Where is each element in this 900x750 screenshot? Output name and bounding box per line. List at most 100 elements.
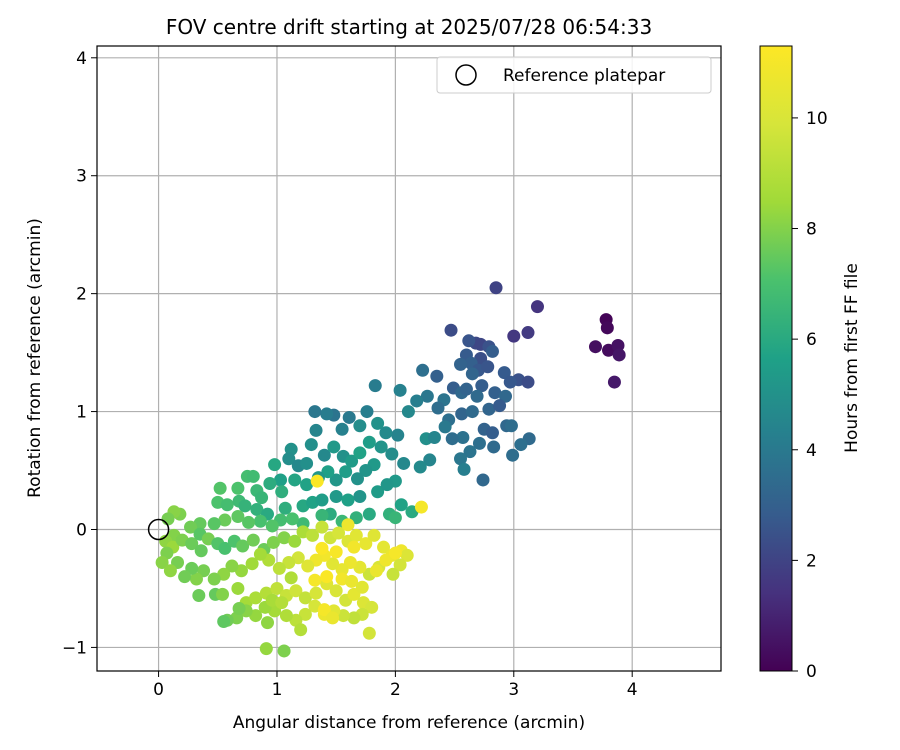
- scatter-point: [607, 375, 621, 389]
- scatter-point: [393, 383, 407, 397]
- scatter-point: [371, 485, 385, 499]
- scatter-point: [472, 436, 486, 450]
- scatter-point: [315, 508, 329, 522]
- scatter-point: [341, 518, 355, 532]
- scatter-point: [242, 515, 256, 529]
- colorbar-ticks: 0 2 4 6 8 10: [792, 109, 828, 682]
- scatter-point: [349, 528, 363, 542]
- legend: Reference platepar: [436, 56, 712, 94]
- scatter-point: [393, 558, 407, 572]
- scatter-point: [353, 419, 367, 433]
- scatter-point: [218, 541, 232, 555]
- y-tick-label: 4: [76, 49, 87, 69]
- scatter-point: [600, 321, 614, 335]
- scatter-point: [362, 626, 376, 640]
- scatter-point: [335, 563, 349, 577]
- scatter-point: [294, 623, 308, 637]
- scatter-point: [266, 535, 280, 549]
- scatter-point: [246, 469, 260, 483]
- scatter-point: [365, 600, 379, 614]
- scatter-point: [272, 561, 286, 575]
- scatter-point: [329, 545, 343, 559]
- scatter-point: [445, 432, 459, 446]
- scatter-point: [485, 426, 499, 440]
- scatter-point: [275, 485, 289, 499]
- y-tick-label: 2: [76, 285, 87, 305]
- scatter-point: [207, 572, 221, 586]
- scatter-point: [326, 611, 340, 625]
- colorbar-tick-label: 2: [806, 551, 817, 571]
- scatter-point: [611, 339, 625, 353]
- scatter-point: [309, 586, 323, 600]
- x-tick-label: 4: [627, 680, 638, 700]
- colorbar-tick-label: 4: [806, 441, 817, 461]
- scatter-point: [499, 389, 513, 403]
- scatter-point: [178, 570, 192, 584]
- scatter-point: [194, 544, 208, 558]
- scatter-point: [444, 323, 458, 337]
- scatter-point: [371, 416, 385, 430]
- scatter-point: [315, 541, 329, 555]
- scatter-point: [503, 375, 517, 389]
- scatter-point: [391, 428, 405, 442]
- scatter-point: [320, 570, 334, 584]
- scatter-point: [504, 419, 518, 433]
- scatter-point: [315, 520, 329, 534]
- colorbar-tick-label: 10: [806, 109, 828, 129]
- scatter-point: [184, 520, 198, 534]
- scatter-point: [246, 533, 260, 547]
- scatter-point: [341, 493, 355, 507]
- scatter-point: [308, 405, 322, 419]
- scatter-point: [347, 540, 361, 554]
- scatter-point: [360, 405, 374, 419]
- scatter-point: [454, 357, 468, 371]
- scatter-point: [497, 366, 511, 380]
- scatter-point: [263, 477, 277, 490]
- scatter-point: [476, 473, 490, 487]
- scatter-point: [400, 548, 414, 562]
- scatter-point: [320, 407, 334, 421]
- scatter-point: [326, 557, 340, 571]
- scatter-point: [278, 501, 292, 515]
- scatter-point: [277, 644, 291, 658]
- x-tick-label: 2: [390, 680, 401, 700]
- colorbar-tick-label: 0: [806, 662, 817, 682]
- scatter-point: [308, 573, 322, 587]
- scatter-point: [335, 422, 349, 436]
- scatter-point: [347, 611, 361, 625]
- x-tick-label: 3: [508, 680, 519, 700]
- scatter-point: [456, 431, 470, 445]
- scatter-point: [612, 348, 626, 362]
- scatter-point: [388, 546, 402, 560]
- chart-title: FOV centre drift starting at 2025/07/28 …: [166, 15, 652, 39]
- scatter-point: [350, 472, 364, 486]
- scatter-point: [277, 531, 291, 545]
- scatter-point: [475, 379, 489, 393]
- scatter-point: [379, 426, 393, 440]
- scatter-point: [285, 512, 299, 526]
- scatter-points: [155, 281, 626, 658]
- scatter-point: [282, 452, 296, 466]
- scatter-point: [482, 402, 496, 416]
- scatter-point: [485, 344, 499, 358]
- scatter-point: [245, 557, 259, 571]
- scatter-point: [255, 491, 269, 505]
- scatter-point: [332, 526, 346, 540]
- scatter-point: [298, 591, 312, 605]
- scatter-point: [489, 281, 503, 295]
- scatter-point: [231, 481, 245, 495]
- scatter-point: [217, 614, 231, 628]
- scatter-point: [521, 375, 535, 389]
- scatter-point: [506, 448, 520, 462]
- scatter-point: [457, 462, 471, 476]
- scatter-point: [374, 440, 388, 454]
- y-tick-label: 3: [76, 167, 87, 187]
- scatter-point: [155, 556, 169, 570]
- scatter-point: [430, 369, 444, 383]
- scatter-point: [315, 493, 329, 507]
- scatter-point: [427, 431, 441, 445]
- legend-entry-reference-platepar: Reference platepar: [503, 66, 665, 86]
- scatter-point: [455, 407, 469, 421]
- scatter-point: [465, 367, 479, 381]
- y-axis-ticks: −1 0 1 2 3 4: [62, 49, 97, 658]
